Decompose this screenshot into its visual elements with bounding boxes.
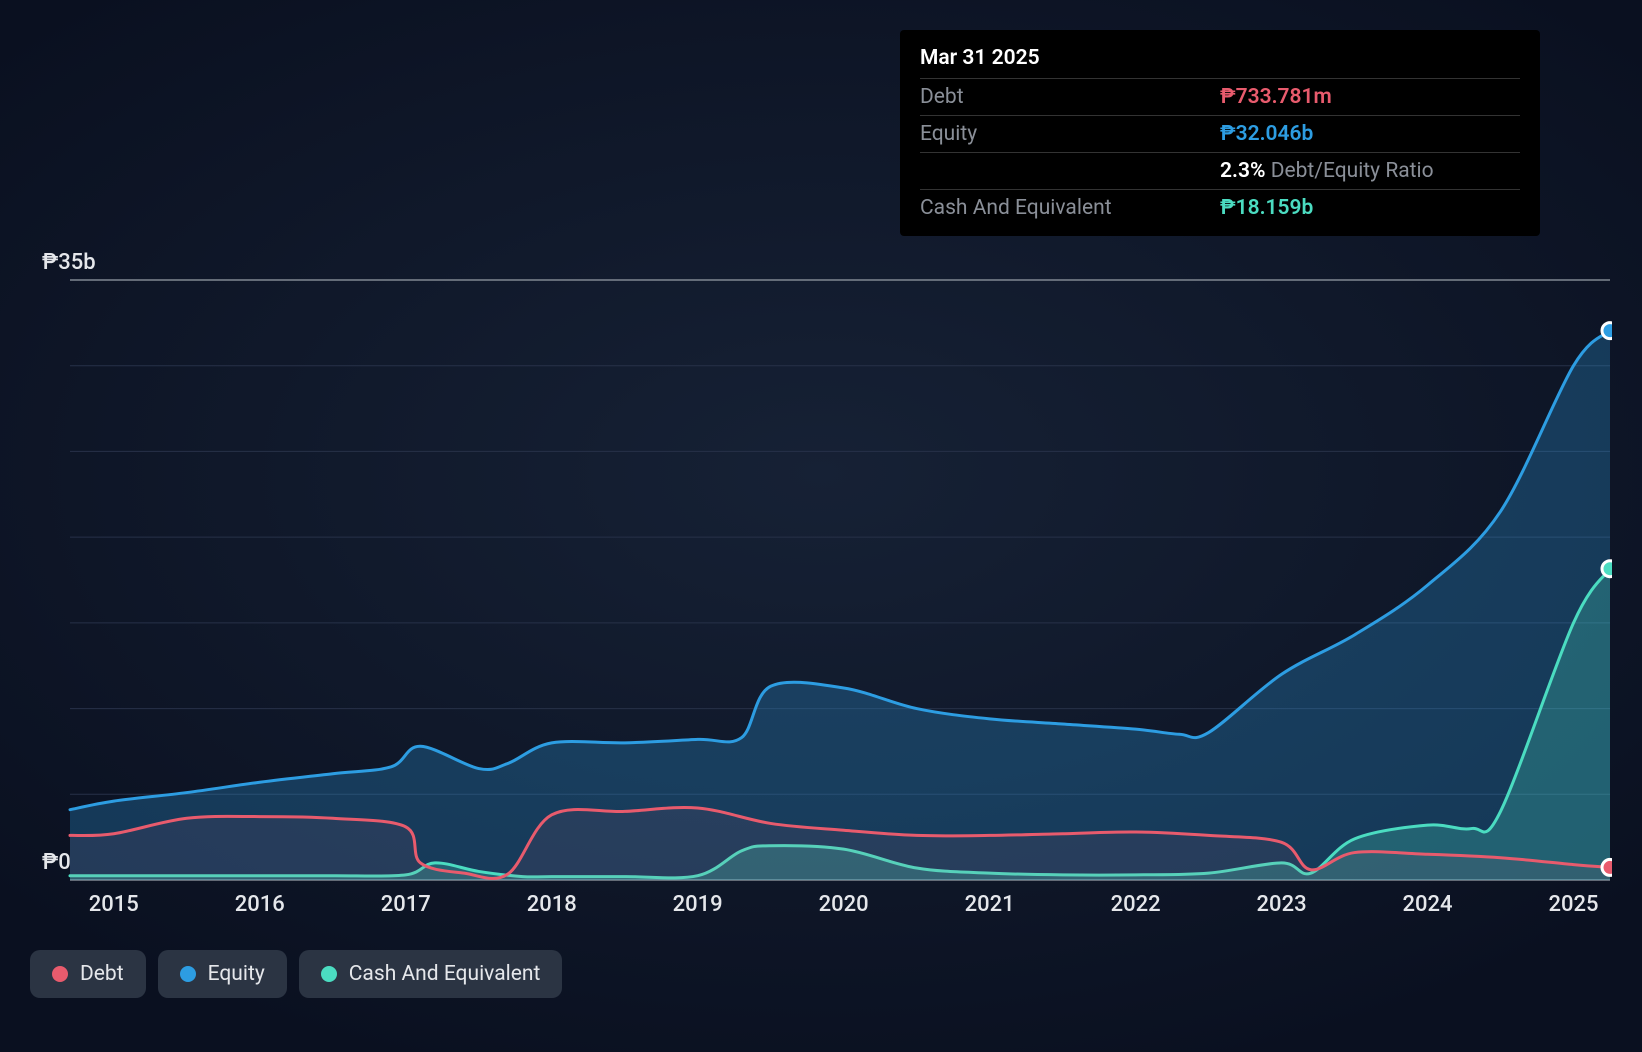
x-tick-label: 2025	[1548, 892, 1598, 917]
legend-dot-equity	[180, 966, 196, 982]
x-tick-label: 2016	[235, 892, 285, 917]
x-tick-label: 2019	[673, 892, 723, 917]
tooltip-value-cash: ₱18.159b	[1220, 196, 1520, 220]
chart-legend: Debt Equity Cash And Equivalent	[30, 950, 562, 998]
tooltip-row-debt: Debt ₱733.781m	[920, 78, 1520, 115]
tooltip-ratio-value: 2.3%	[1220, 159, 1265, 183]
x-tick-label: 2015	[89, 892, 139, 917]
tooltip-label-equity: Equity	[920, 122, 977, 146]
tooltip-label-debt: Debt	[920, 85, 964, 109]
x-tick-label: 2023	[1257, 892, 1307, 917]
legend-item-debt[interactable]: Debt	[30, 950, 146, 998]
tooltip-row-equity: Equity ₱32.046b	[920, 115, 1520, 152]
tooltip-row-cash: Cash And Equivalent ₱18.159b	[920, 189, 1520, 226]
legend-dot-cash	[321, 966, 337, 982]
x-tick-label: 2024	[1403, 892, 1453, 917]
chart-tooltip: Mar 31 2025 Debt ₱733.781m Equity ₱32.04…	[900, 30, 1540, 236]
x-tick-label: 2017	[381, 892, 431, 917]
x-tick-label: 2021	[965, 892, 1015, 917]
tooltip-value-debt: ₱733.781m	[1220, 85, 1520, 109]
x-tick-label: 2022	[1111, 892, 1161, 917]
y-tick-label: ₱35b	[42, 250, 96, 275]
tooltip-value-equity: ₱32.046b	[1220, 122, 1520, 146]
tooltip-label-cash: Cash And Equivalent	[920, 196, 1112, 220]
legend-label-debt: Debt	[80, 962, 124, 986]
tooltip-row-ratio: 2.3% Debt/Equity Ratio	[920, 152, 1520, 189]
tooltip-date: Mar 31 2025	[920, 46, 1520, 78]
legend-dot-debt	[52, 966, 68, 982]
legend-label-equity: Equity	[208, 962, 265, 986]
tooltip-ratio: 2.3% Debt/Equity Ratio	[1220, 159, 1520, 183]
tooltip-ratio-label: Debt/Equity Ratio	[1271, 159, 1434, 183]
legend-item-cash[interactable]: Cash And Equivalent	[299, 950, 563, 998]
x-tick-label: 2020	[819, 892, 869, 917]
legend-label-cash: Cash And Equivalent	[349, 962, 541, 986]
x-tick-label: 2018	[527, 892, 577, 917]
y-tick-label: ₱0	[42, 850, 71, 875]
legend-item-equity[interactable]: Equity	[158, 950, 287, 998]
